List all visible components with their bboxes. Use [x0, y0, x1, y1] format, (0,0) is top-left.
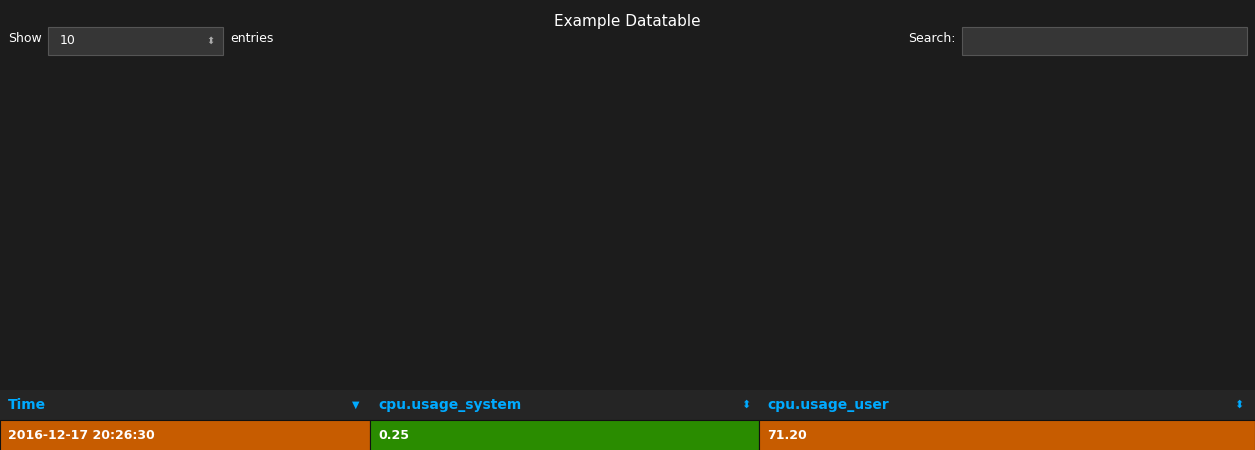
Bar	[48, 27, 223, 55]
Text: cpu.usage_user: cpu.usage_user	[767, 398, 889, 412]
Bar	[0, 420, 370, 450]
Text: ⬍: ⬍	[742, 400, 750, 410]
Text: 10: 10	[60, 35, 75, 48]
Text: 0.25: 0.25	[378, 429, 409, 442]
Text: ⬍: ⬍	[206, 36, 215, 46]
Bar	[0, 390, 1255, 420]
Text: 71.20: 71.20	[767, 429, 807, 442]
Bar	[370, 420, 759, 450]
Text: 2016-12-17 20:26:30: 2016-12-17 20:26:30	[8, 429, 154, 442]
Text: ⬍: ⬍	[1234, 400, 1242, 410]
Text: cpu.usage_system: cpu.usage_system	[378, 398, 522, 412]
Bar	[759, 420, 1255, 450]
Text: Show: Show	[8, 32, 41, 45]
Text: Time: Time	[8, 398, 46, 412]
Text: entries: entries	[230, 32, 274, 45]
Text: Example Datatable: Example Datatable	[555, 14, 700, 29]
Text: Search:: Search:	[909, 32, 955, 45]
Bar	[963, 27, 1247, 55]
Text: ▼: ▼	[353, 400, 360, 410]
